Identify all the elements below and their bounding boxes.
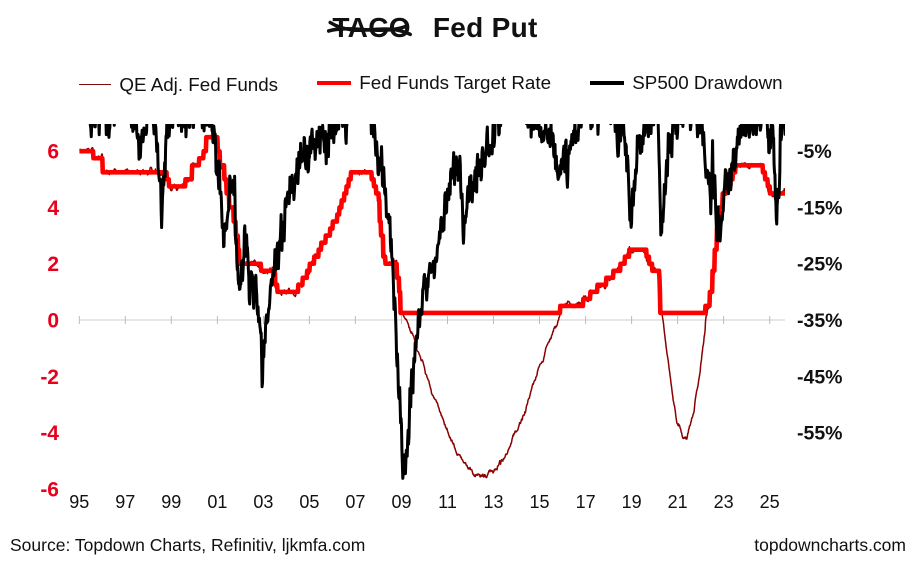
svg-text:95: 95: [69, 492, 89, 512]
svg-text:09: 09: [391, 492, 411, 512]
svg-text:-55%: -55%: [797, 423, 843, 445]
svg-text:99: 99: [161, 492, 181, 512]
svg-text:13: 13: [483, 492, 503, 512]
svg-text:01: 01: [207, 492, 227, 512]
svg-text:2: 2: [47, 253, 59, 276]
svg-text:-6: -6: [40, 478, 59, 501]
svg-text:23: 23: [714, 492, 734, 512]
svg-text:-2: -2: [40, 366, 59, 389]
svg-text:0: 0: [47, 310, 59, 333]
svg-text:-25%: -25%: [797, 254, 843, 276]
svg-text:4: 4: [47, 197, 59, 220]
svg-text:-45%: -45%: [797, 366, 843, 388]
svg-text:25: 25: [760, 492, 780, 512]
svg-text:19: 19: [622, 492, 642, 512]
svg-text:6: 6: [47, 141, 59, 164]
svg-text:-35%: -35%: [797, 310, 843, 332]
svg-text:03: 03: [253, 492, 273, 512]
svg-text:-4: -4: [40, 422, 59, 445]
svg-text:07: 07: [345, 492, 365, 512]
svg-text:05: 05: [299, 492, 319, 512]
svg-text:17: 17: [576, 492, 596, 512]
svg-text:11: 11: [438, 492, 457, 512]
svg-text:21: 21: [668, 492, 688, 512]
svg-text:97: 97: [115, 492, 135, 512]
svg-text:-15%: -15%: [797, 198, 843, 220]
svg-text:15: 15: [529, 492, 549, 512]
svg-text:-5%: -5%: [797, 141, 832, 163]
